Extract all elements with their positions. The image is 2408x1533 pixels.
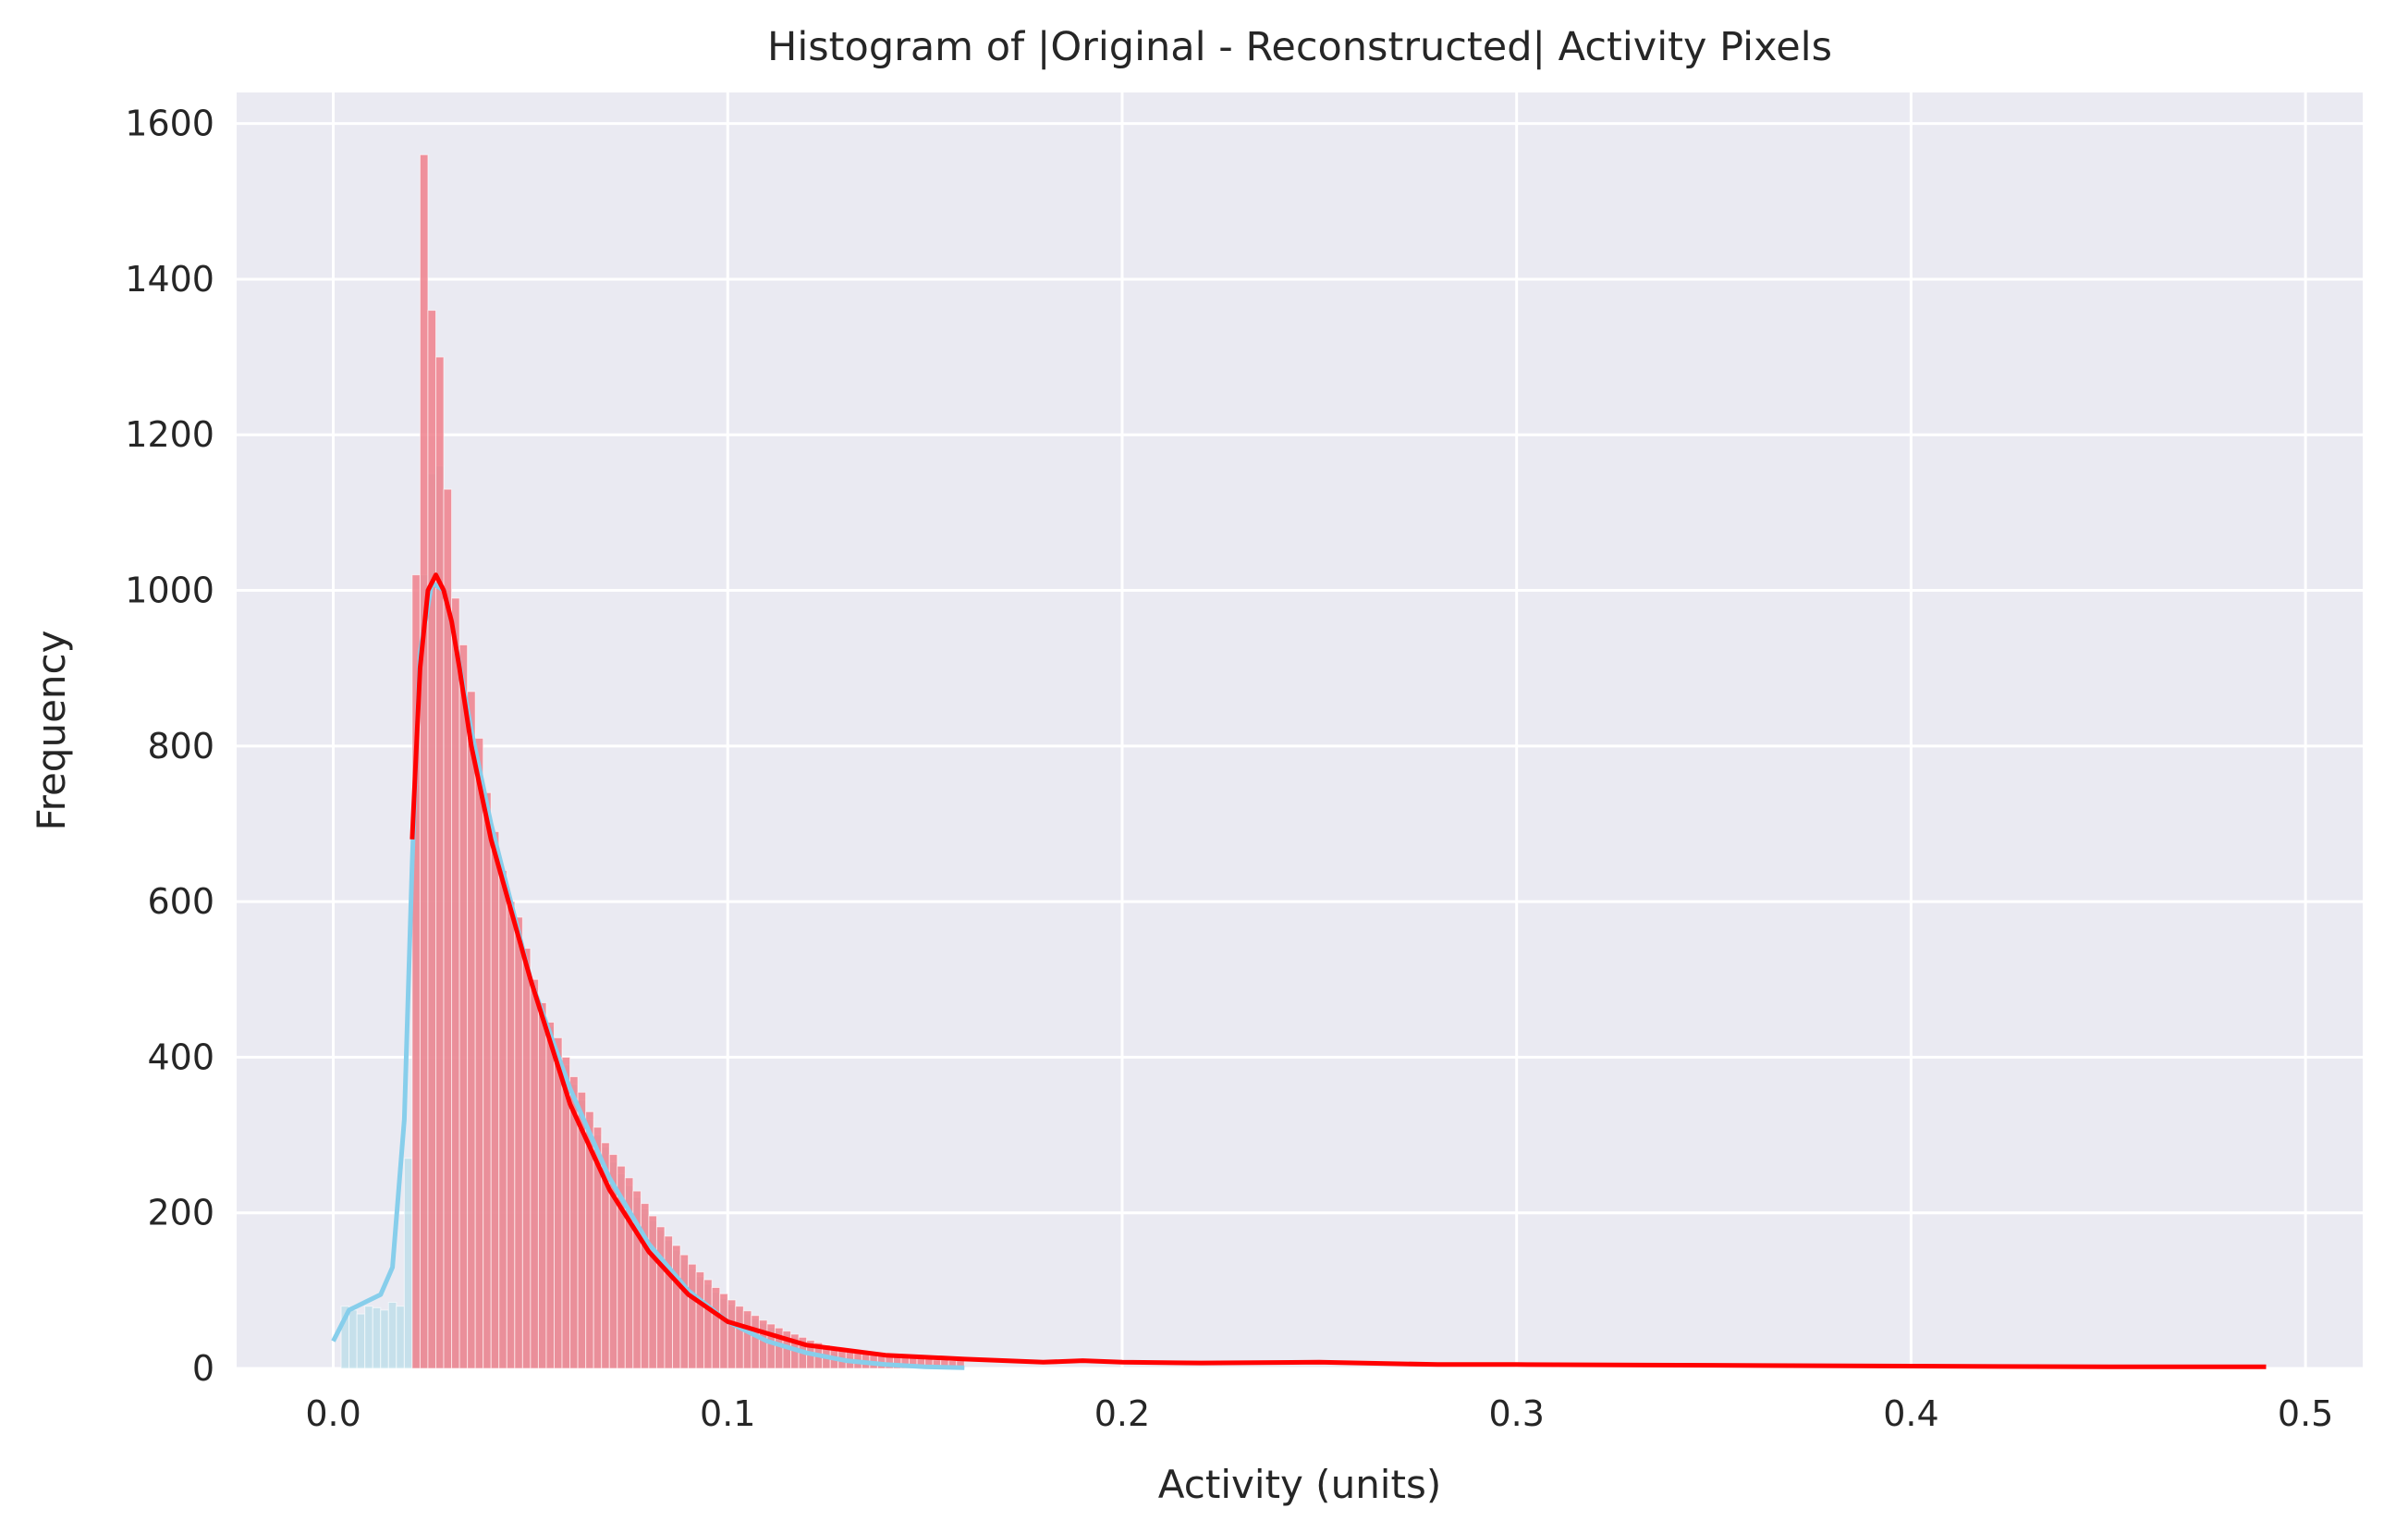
histogram-bar-red [655,1226,666,1369]
histogram-bar-red [703,1279,713,1369]
histogram-bar-red [427,310,436,1369]
histogram-bar-red [679,1254,690,1369]
histogram-bar-blue [364,1306,373,1369]
histogram-bar-red [688,1263,697,1369]
y-tick-label: 1200 [125,414,214,455]
x-tick-label: 0.5 [2278,1393,2333,1434]
red-kde-line [409,572,2267,1369]
histogram-bar-red [758,1319,768,1369]
histogram-bar-red [727,1299,737,1369]
histogram-bar-blue [348,1309,358,1369]
histogram-bar-blue [396,1306,405,1369]
histogram-bar-red [514,916,523,1369]
x-tick-label: 0.2 [1094,1393,1150,1434]
histogram-bar-red [751,1315,760,1369]
histogram-bar-blue [372,1306,382,1369]
histogram-bar-red [766,1323,776,1369]
x-tick-label: 0.4 [1883,1393,1938,1434]
histogram-bar-red [490,830,500,1369]
histogram-bar-red [451,597,460,1369]
histogram-bar-blue [387,1301,397,1369]
histogram-bar-blue [380,1309,389,1369]
y-tick-label: 400 [147,1036,214,1077]
blue-kde-line [331,580,965,1370]
histogram-bar-red [742,1310,752,1369]
y-tick-label: 1000 [125,570,214,611]
kde-curves [331,572,2267,1370]
histogram-bar-red [498,869,507,1369]
histogram-bar-red [419,153,429,1369]
x-tick-label: 0.1 [700,1393,755,1434]
y-tick-labels: 0 200 400 600 800 1000 1200 1400 1600 [125,104,214,1389]
histogram-bar-blue [356,1313,366,1369]
histogram-bar-red [506,901,516,1369]
y-axis-label: Frequency [29,631,74,831]
x-tick-labels: 0.0 0.1 0.2 0.3 0.4 0.5 [305,1393,2333,1434]
histogram-bar-red [467,691,476,1369]
histogram-bar-red [648,1215,657,1369]
histogram-bar-red [664,1235,674,1369]
y-tick-label: 800 [147,726,214,766]
x-axis-label: Activity (units) [1158,1462,1441,1507]
chart-title: Histogram of |Original - Reconstructed| … [767,24,1832,70]
histogram-bar-red [521,948,532,1369]
y-tick-label: 200 [147,1193,214,1233]
histogram-bar-red [545,1022,556,1369]
x-tick-label: 0.3 [1488,1393,1544,1434]
histogram-bar-red [719,1293,728,1369]
histogram-bar-red [640,1203,650,1369]
y-tick-label: 600 [147,881,214,922]
histogram-bar-red [474,737,484,1369]
histogram-bar-red [483,791,492,1369]
histogram-bar-red [711,1286,721,1369]
y-tick-label: 0 [192,1348,214,1389]
histogram-bar-red [695,1271,705,1369]
histogram-bar-red [735,1306,744,1369]
histogram-bar-red [530,978,539,1369]
histogram-bar-red [672,1245,681,1369]
histogram-bar-red [554,1036,563,1369]
histogram-bar-red [537,1002,547,1369]
histogram-bar-red [458,644,469,1369]
histogram-bar-red [434,356,445,1369]
histogram-bar-blue [403,1158,413,1369]
y-tick-label: 1400 [125,259,214,300]
y-tick-label: 1600 [125,104,214,144]
x-tick-label: 0.0 [305,1393,361,1434]
